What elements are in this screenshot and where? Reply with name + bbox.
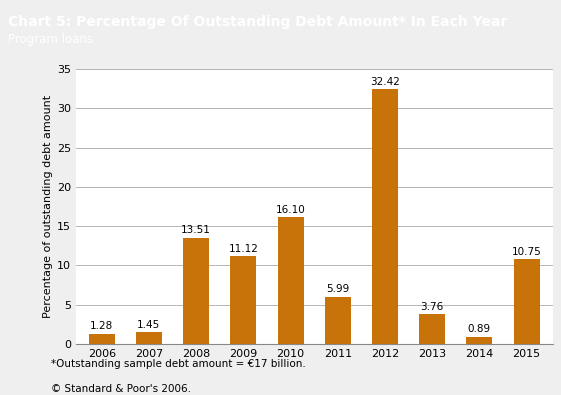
Bar	[514, 260, 540, 344]
Text: 5.99: 5.99	[326, 284, 350, 294]
Text: 3.76: 3.76	[421, 301, 444, 312]
Bar	[278, 217, 304, 344]
Text: 32.42: 32.42	[370, 77, 400, 87]
Bar	[183, 238, 209, 344]
Text: *Outstanding sample debt amount = €17 billion.: *Outstanding sample debt amount = €17 bi…	[50, 359, 305, 369]
Text: 11.12: 11.12	[228, 244, 258, 254]
Bar	[419, 314, 445, 344]
Text: © Standard & Poor's 2006.: © Standard & Poor's 2006.	[50, 384, 191, 394]
Bar	[136, 332, 162, 344]
Bar	[466, 337, 493, 344]
Text: 10.75: 10.75	[512, 246, 541, 257]
Text: Chart 5: Percentage Of Outstanding Debt Amount* In Each Year: Chart 5: Percentage Of Outstanding Debt …	[8, 15, 508, 29]
Text: 13.51: 13.51	[181, 225, 211, 235]
Text: 1.28: 1.28	[90, 321, 113, 331]
Text: 16.10: 16.10	[275, 205, 305, 214]
Bar	[372, 89, 398, 344]
Text: Program loans: Program loans	[8, 33, 94, 46]
Bar	[325, 297, 351, 344]
Text: 0.89: 0.89	[468, 324, 491, 334]
Bar	[231, 256, 256, 344]
Y-axis label: Percentage of outstanding debt amount: Percentage of outstanding debt amount	[43, 95, 53, 318]
Text: 1.45: 1.45	[137, 320, 160, 329]
Bar	[89, 334, 114, 344]
